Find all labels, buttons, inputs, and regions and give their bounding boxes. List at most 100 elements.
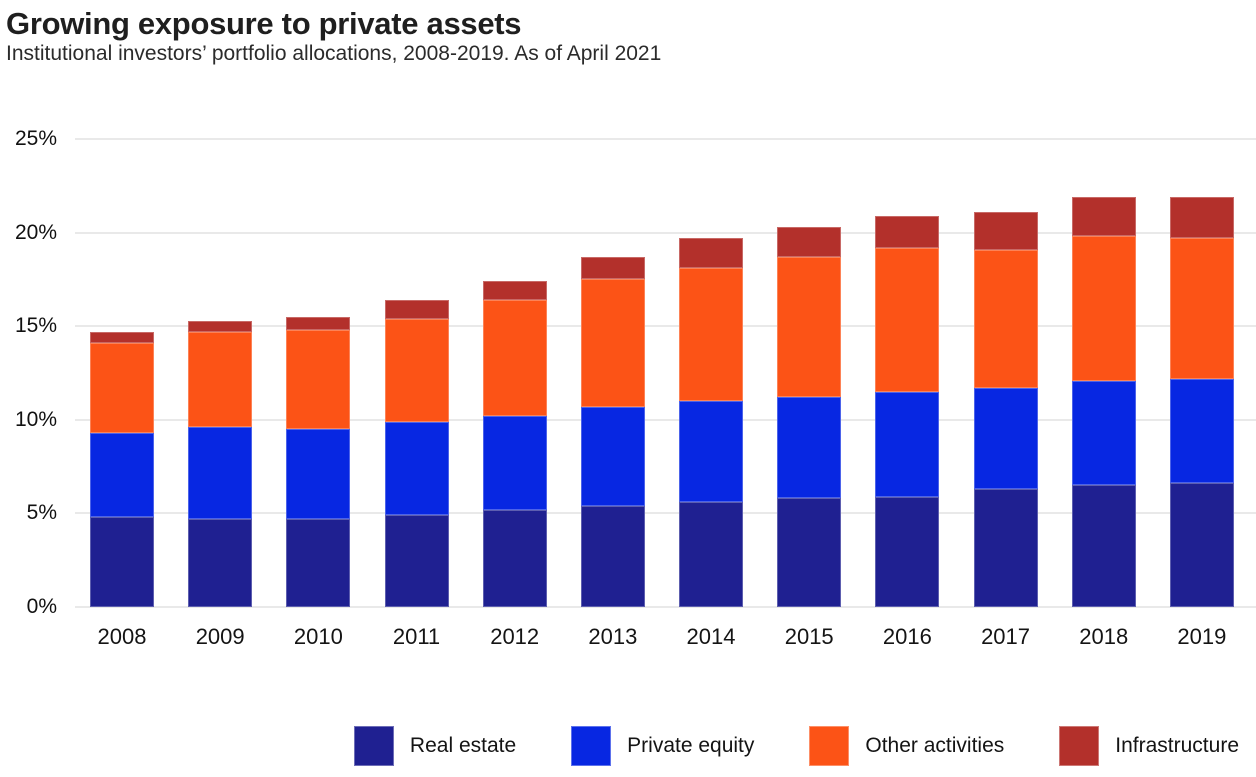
other-activities-segment-2011[interactable]: [384, 318, 449, 422]
infrastructure-segment-2018[interactable]: [1071, 197, 1136, 237]
bar-2015: [777, 226, 842, 607]
real-estate-segment-2016[interactable]: [875, 496, 940, 607]
real-estate-segment-2018[interactable]: [1071, 485, 1136, 607]
private-equity-segment-2014[interactable]: [679, 401, 744, 503]
x-label-2009: 2009: [195, 624, 245, 649]
infrastructure-segment-2011[interactable]: [384, 300, 449, 319]
private-equity-segment-2010[interactable]: [286, 429, 351, 519]
y-tick-15: 15%: [14, 314, 57, 338]
legend-swatch-infrastructure: [1059, 726, 1100, 766]
legend-swatch-private-equity: [571, 726, 612, 766]
infrastructure-segment-2008[interactable]: [90, 331, 154, 344]
real-estate-segment-2015[interactable]: [777, 498, 842, 607]
legend-swatch-other-activities: [809, 726, 850, 766]
infrastructure-segment-2016[interactable]: [875, 215, 940, 248]
gridline-25pct: [75, 138, 1256, 140]
other-activities-segment-2015[interactable]: [777, 256, 842, 398]
infrastructure-segment-2013[interactable]: [580, 256, 645, 280]
legend-swatch-real-estate: [353, 726, 394, 766]
plot-area: [75, 138, 1256, 608]
gridline-5pct: [75, 512, 1256, 515]
other-activities-segment-2009[interactable]: [188, 331, 253, 428]
infrastructure-segment-2017[interactable]: [973, 212, 1038, 250]
other-activities-segment-2017[interactable]: [973, 249, 1038, 389]
bar-2013: [580, 256, 645, 607]
legend-item-private-equity[interactable]: Private equity: [571, 726, 754, 766]
x-label-2016: 2016: [882, 624, 932, 649]
other-activities-segment-2018[interactable]: [1071, 236, 1136, 381]
real-estate-segment-2010[interactable]: [286, 519, 351, 607]
x-label-2017: 2017: [981, 624, 1031, 649]
real-estate-segment-2008[interactable]: [90, 517, 154, 607]
real-estate-segment-2009[interactable]: [188, 519, 253, 607]
x-label-2013: 2013: [588, 624, 638, 649]
bar-2019: [1169, 197, 1234, 607]
bar-2014: [679, 238, 744, 607]
x-label-2015: 2015: [784, 624, 834, 649]
gridline-20pct: [75, 231, 1256, 234]
bar-2010: [286, 316, 351, 607]
y-tick-5: 5%: [26, 501, 57, 525]
private-equity-segment-2015[interactable]: [777, 397, 842, 499]
y-axis: 25% 20% 15% 10% 5% 0%: [0, 127, 57, 618]
infrastructure-segment-2019[interactable]: [1169, 197, 1234, 239]
legend-label-infrastructure: Infrastructure: [1115, 734, 1239, 757]
x-label-2019: 2019: [1177, 624, 1227, 649]
gridline-0pct: [75, 606, 1256, 608]
y-tick-0: 0%: [26, 595, 57, 618]
infrastructure-segment-2014[interactable]: [679, 238, 744, 269]
bar-2018: [1071, 197, 1136, 607]
infrastructure-segment-2010[interactable]: [286, 316, 351, 330]
other-activities-segment-2016[interactable]: [875, 247, 940, 392]
other-activities-segment-2008[interactable]: [90, 343, 154, 433]
y-tick-20: 20%: [14, 220, 57, 244]
x-axis: 2008 2009 2010 2011 2012 2013 2014 2015 2016 2017…: [90, 624, 1234, 650]
legend: Real estate Private equity Other activitie…: [353, 726, 1239, 766]
bar-2016: [875, 215, 940, 607]
bar-2017: [973, 212, 1038, 607]
real-estate-segment-2011[interactable]: [384, 515, 449, 607]
legend-item-real-estate[interactable]: Real estate: [353, 726, 517, 766]
legend-item-other-activities[interactable]: Other activities: [809, 726, 1004, 766]
private-equity-segment-2018[interactable]: [1071, 380, 1136, 486]
x-label-2018: 2018: [1079, 624, 1129, 649]
private-equity-segment-2013[interactable]: [580, 406, 645, 506]
private-equity-segment-2008[interactable]: [90, 432, 154, 518]
legend-label-private-equity: Private equity: [627, 734, 755, 757]
bars-group: [90, 139, 1234, 607]
y-tick-10: 10%: [14, 407, 57, 431]
real-estate-segment-2019[interactable]: [1169, 483, 1234, 607]
real-estate-segment-2017[interactable]: [973, 489, 1038, 607]
real-estate-segment-2013[interactable]: [580, 505, 645, 607]
private-equity-segment-2009[interactable]: [188, 427, 253, 519]
infrastructure-segment-2015[interactable]: [777, 226, 842, 257]
private-equity-segment-2012[interactable]: [482, 416, 547, 510]
other-activities-segment-2013[interactable]: [580, 279, 645, 407]
x-label-2010: 2010: [293, 624, 343, 649]
x-label-2008: 2008: [97, 624, 147, 649]
other-activities-segment-2014[interactable]: [679, 268, 744, 402]
gridline-15pct: [75, 325, 1256, 328]
legend-item-infrastructure[interactable]: Infrastructure: [1059, 726, 1239, 766]
gridline-10pct: [75, 418, 1256, 421]
private-equity-segment-2017[interactable]: [973, 388, 1038, 490]
private-equity-segment-2016[interactable]: [875, 391, 940, 497]
real-estate-segment-2014[interactable]: [679, 502, 744, 607]
infrastructure-segment-2009[interactable]: [188, 320, 253, 332]
private-equity-segment-2011[interactable]: [384, 421, 449, 516]
real-estate-segment-2012[interactable]: [482, 509, 547, 607]
bar-2008: [90, 331, 154, 607]
x-label-2012: 2012: [490, 624, 540, 649]
x-label-2011: 2011: [392, 624, 441, 649]
legend-label-real-estate: Real estate: [409, 734, 517, 757]
other-activities-segment-2010[interactable]: [286, 329, 351, 430]
private-equity-segment-2019[interactable]: [1169, 378, 1234, 484]
legend-label-other-activities: Other activities: [865, 734, 1005, 757]
x-label-2014: 2014: [686, 624, 736, 649]
infrastructure-segment-2012[interactable]: [482, 281, 547, 301]
other-activities-segment-2019[interactable]: [1169, 238, 1234, 379]
bar-2011: [384, 300, 449, 607]
other-activities-segment-2012[interactable]: [482, 300, 547, 417]
bar-2009: [188, 320, 253, 607]
